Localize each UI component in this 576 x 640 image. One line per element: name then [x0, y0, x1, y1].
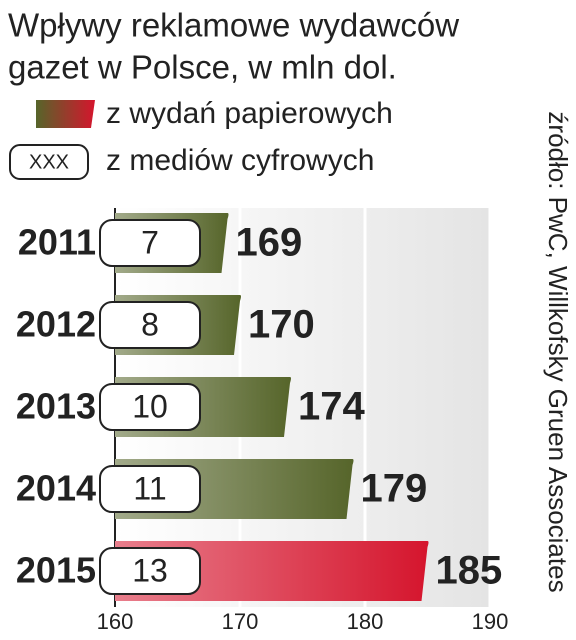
y-tick-label: 2015 — [16, 550, 96, 591]
legend-label: z mediów cyfrowych — [106, 144, 374, 177]
digital-pill — [99, 383, 201, 431]
digital-label: 13 — [132, 552, 168, 588]
y-tick-label: 2013 — [16, 386, 96, 427]
value-label: 169 — [236, 221, 303, 265]
y-tick-label: 2014 — [16, 468, 96, 509]
source: źródło: PwC, Willkofsky Gruen Associates — [543, 111, 573, 592]
digital-label: 11 — [133, 470, 166, 506]
legend-sample: XXX — [29, 151, 69, 173]
value-label: 174 — [298, 385, 365, 429]
y-tick-label: 2012 — [16, 304, 96, 345]
digital-label: 8 — [141, 306, 159, 342]
x-tick-label: 170 — [222, 609, 259, 634]
legend-pill — [9, 144, 89, 180]
chart-title: gazet w Polsce, w mln dol. — [8, 49, 397, 86]
value-label: 170 — [248, 303, 315, 347]
x-tick-label: 190 — [472, 609, 509, 634]
value-label: 185 — [436, 549, 503, 593]
chart-title: Wpływy reklamowe wydawców — [8, 7, 459, 44]
digital-pill — [99, 547, 201, 595]
legend-label: z wydań papierowych — [106, 97, 393, 130]
x-tick-label: 180 — [347, 609, 384, 634]
digital-pill — [99, 465, 201, 513]
value-label: 179 — [361, 467, 428, 511]
digital-pill — [99, 301, 201, 349]
x-tick-label: 160 — [97, 609, 134, 634]
y-tick-label: 2011 — [18, 222, 96, 263]
digital-label: 7 — [141, 224, 159, 260]
digital-pill — [99, 219, 201, 267]
legend-swatch — [36, 100, 95, 128]
digital-label: 10 — [132, 388, 168, 424]
